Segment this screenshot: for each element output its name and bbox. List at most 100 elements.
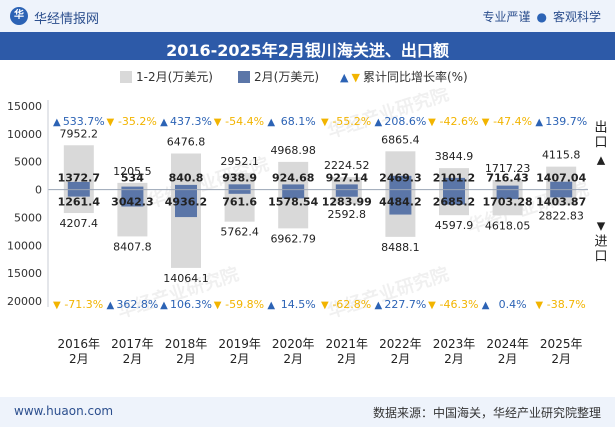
- label-import-feb: 1283.99: [322, 196, 372, 209]
- tagline: 专业严谨 ● 客观科学: [482, 8, 601, 25]
- export-growth-arrow-icon: ▲: [53, 117, 61, 128]
- y-tick-label: 5000: [14, 156, 42, 169]
- bar-export-feb: [67, 181, 90, 190]
- x-category-line: 2017年: [111, 337, 154, 351]
- tag-professional: 专业严谨: [482, 10, 531, 24]
- export-growth-arrow-icon: ▼: [321, 117, 329, 128]
- bar-export-ytd: [492, 180, 523, 190]
- y-tick-label: 0: [35, 184, 42, 197]
- x-category-line: 2023年: [433, 337, 476, 351]
- legend-swatch-feb: [238, 71, 250, 83]
- legend-down-triangle-icon: ▼: [351, 71, 360, 84]
- export-arrow-icon: ▲: [597, 154, 606, 167]
- data-source: 数据来源：中国海关，华经产业研究院整理: [372, 406, 601, 420]
- label-import-ytd: 6962.79: [270, 232, 316, 245]
- label-export-feb: 927.14: [326, 172, 369, 185]
- bars-layer: [63, 145, 577, 268]
- x-category-label: 2022年 2月: [379, 337, 422, 366]
- import-growth-label: 362.8%: [116, 298, 158, 311]
- label-export-ytd: 7952.2: [60, 127, 99, 140]
- bar-export-feb: [496, 185, 519, 190]
- export-growth-label: -47.4%: [493, 115, 532, 128]
- label-export-ytd: 2952.1: [220, 155, 259, 168]
- footer-bar: www.huaon.com 数据来源：中国海关，华经产业研究院整理: [0, 397, 615, 427]
- bar-import-feb: [389, 189, 412, 215]
- x-category-label: 2023年 2月: [433, 337, 476, 366]
- x-category-line: 2月: [230, 352, 250, 366]
- bar-import-feb: [496, 189, 519, 200]
- bar-import-feb: [282, 189, 305, 199]
- export-growth-arrow-icon: ▼: [214, 117, 222, 128]
- legend-label-ytd: 1-2月(万美元): [136, 70, 213, 84]
- export-growth-label: -35.2%: [118, 115, 157, 128]
- bar-export-feb: [443, 177, 465, 190]
- x-category-line: 2月: [391, 352, 411, 366]
- x-category-label: 2021年 2月: [326, 337, 369, 366]
- bar-export-ytd: [117, 182, 148, 190]
- bar-export-ytd: [171, 153, 201, 190]
- import-growth-label: -46.3%: [440, 298, 479, 311]
- import-growth-label: 227.7%: [384, 298, 426, 311]
- bar-export-feb: [175, 184, 197, 190]
- y-tick-label: 15000: [7, 100, 42, 113]
- label-import-feb: 2685.2: [433, 196, 475, 209]
- legend-item-feb: 2月(万美元): [238, 68, 319, 85]
- x-category-line: 2月: [123, 352, 143, 366]
- import-arrow-icon: ▼: [597, 220, 606, 233]
- y-tick-label: 5000: [14, 211, 42, 224]
- label-export-feb: 1372.7: [58, 172, 100, 185]
- x-category-line: 2月: [283, 352, 303, 366]
- bar-import-feb: [175, 189, 197, 218]
- label-export-ytd: 6865.4: [381, 133, 420, 146]
- label-import-ytd: 4597.9: [435, 219, 474, 232]
- title-bar: 2016-2025年2月银川海关进、出口额: [0, 32, 615, 60]
- label-export-feb: 2469.3: [379, 172, 421, 185]
- top-bar: 华 华经情报网 专业严谨 ● 客观科学: [0, 0, 615, 32]
- label-export-feb: 534: [121, 172, 144, 185]
- label-import-ytd: 5762.4: [220, 226, 259, 239]
- label-import-ytd: 8407.8: [113, 240, 152, 253]
- x-category-label: 2016年 2月: [58, 337, 101, 366]
- export-growth-arrow-icon: ▼: [482, 117, 490, 128]
- x-category-label: 2019年 2月: [218, 337, 261, 366]
- bar-import-feb: [443, 189, 465, 205]
- x-category-line: 2019年: [218, 337, 261, 351]
- x-category-line: 2020年: [272, 337, 315, 351]
- side-label-import: 口: [594, 250, 607, 265]
- bar-import-feb: [121, 189, 144, 207]
- label-export-feb: 938.9: [222, 172, 257, 185]
- import-growth-label: -62.8%: [332, 298, 371, 311]
- x-category-line: 2024年: [486, 337, 529, 351]
- brand-name: 华经情报网: [34, 12, 100, 27]
- import-growth-arrow-icon: ▼: [214, 300, 222, 311]
- x-category-line: 2月: [444, 352, 464, 366]
- label-import-feb: 1261.4: [58, 196, 101, 209]
- label-import-ytd: 4207.4: [60, 217, 99, 230]
- bar-import-feb: [335, 189, 358, 197]
- export-growth-arrow-icon: ▼: [428, 117, 436, 128]
- watermark-text: 华经产业研究院: [325, 263, 452, 323]
- y-tick-label: 10000: [7, 239, 42, 252]
- label-export-feb: 2101.2: [433, 172, 475, 185]
- label-export-ytd: 2224.52: [324, 159, 370, 172]
- y-tick-label: 20000: [7, 295, 42, 308]
- chart-title: 2016-2025年2月银川海关进、出口额: [166, 41, 449, 60]
- export-growth-label: 139.7%: [545, 115, 587, 128]
- import-growth-label: 0.4%: [499, 298, 527, 311]
- export-growth-label: -42.6%: [440, 115, 479, 128]
- bar-import-feb: [228, 189, 251, 194]
- x-category-line: 2016年: [58, 337, 101, 351]
- import-growth-arrow-icon: ▲: [107, 300, 115, 311]
- x-category-label: 2020年 2月: [272, 337, 315, 366]
- label-import-feb: 1703.28: [483, 196, 533, 209]
- bar-export-feb: [550, 181, 573, 190]
- import-growth-arrow-icon: ▼: [321, 300, 329, 311]
- label-import-feb: 4484.2: [379, 196, 421, 209]
- label-import-feb: 1578.54: [268, 196, 318, 209]
- label-export-ytd: 6476.8: [167, 135, 206, 148]
- label-export-feb: 1407.04: [536, 172, 586, 185]
- x-category-label: 2017年 2月: [111, 337, 154, 366]
- y-tick-label: 10000: [7, 128, 42, 141]
